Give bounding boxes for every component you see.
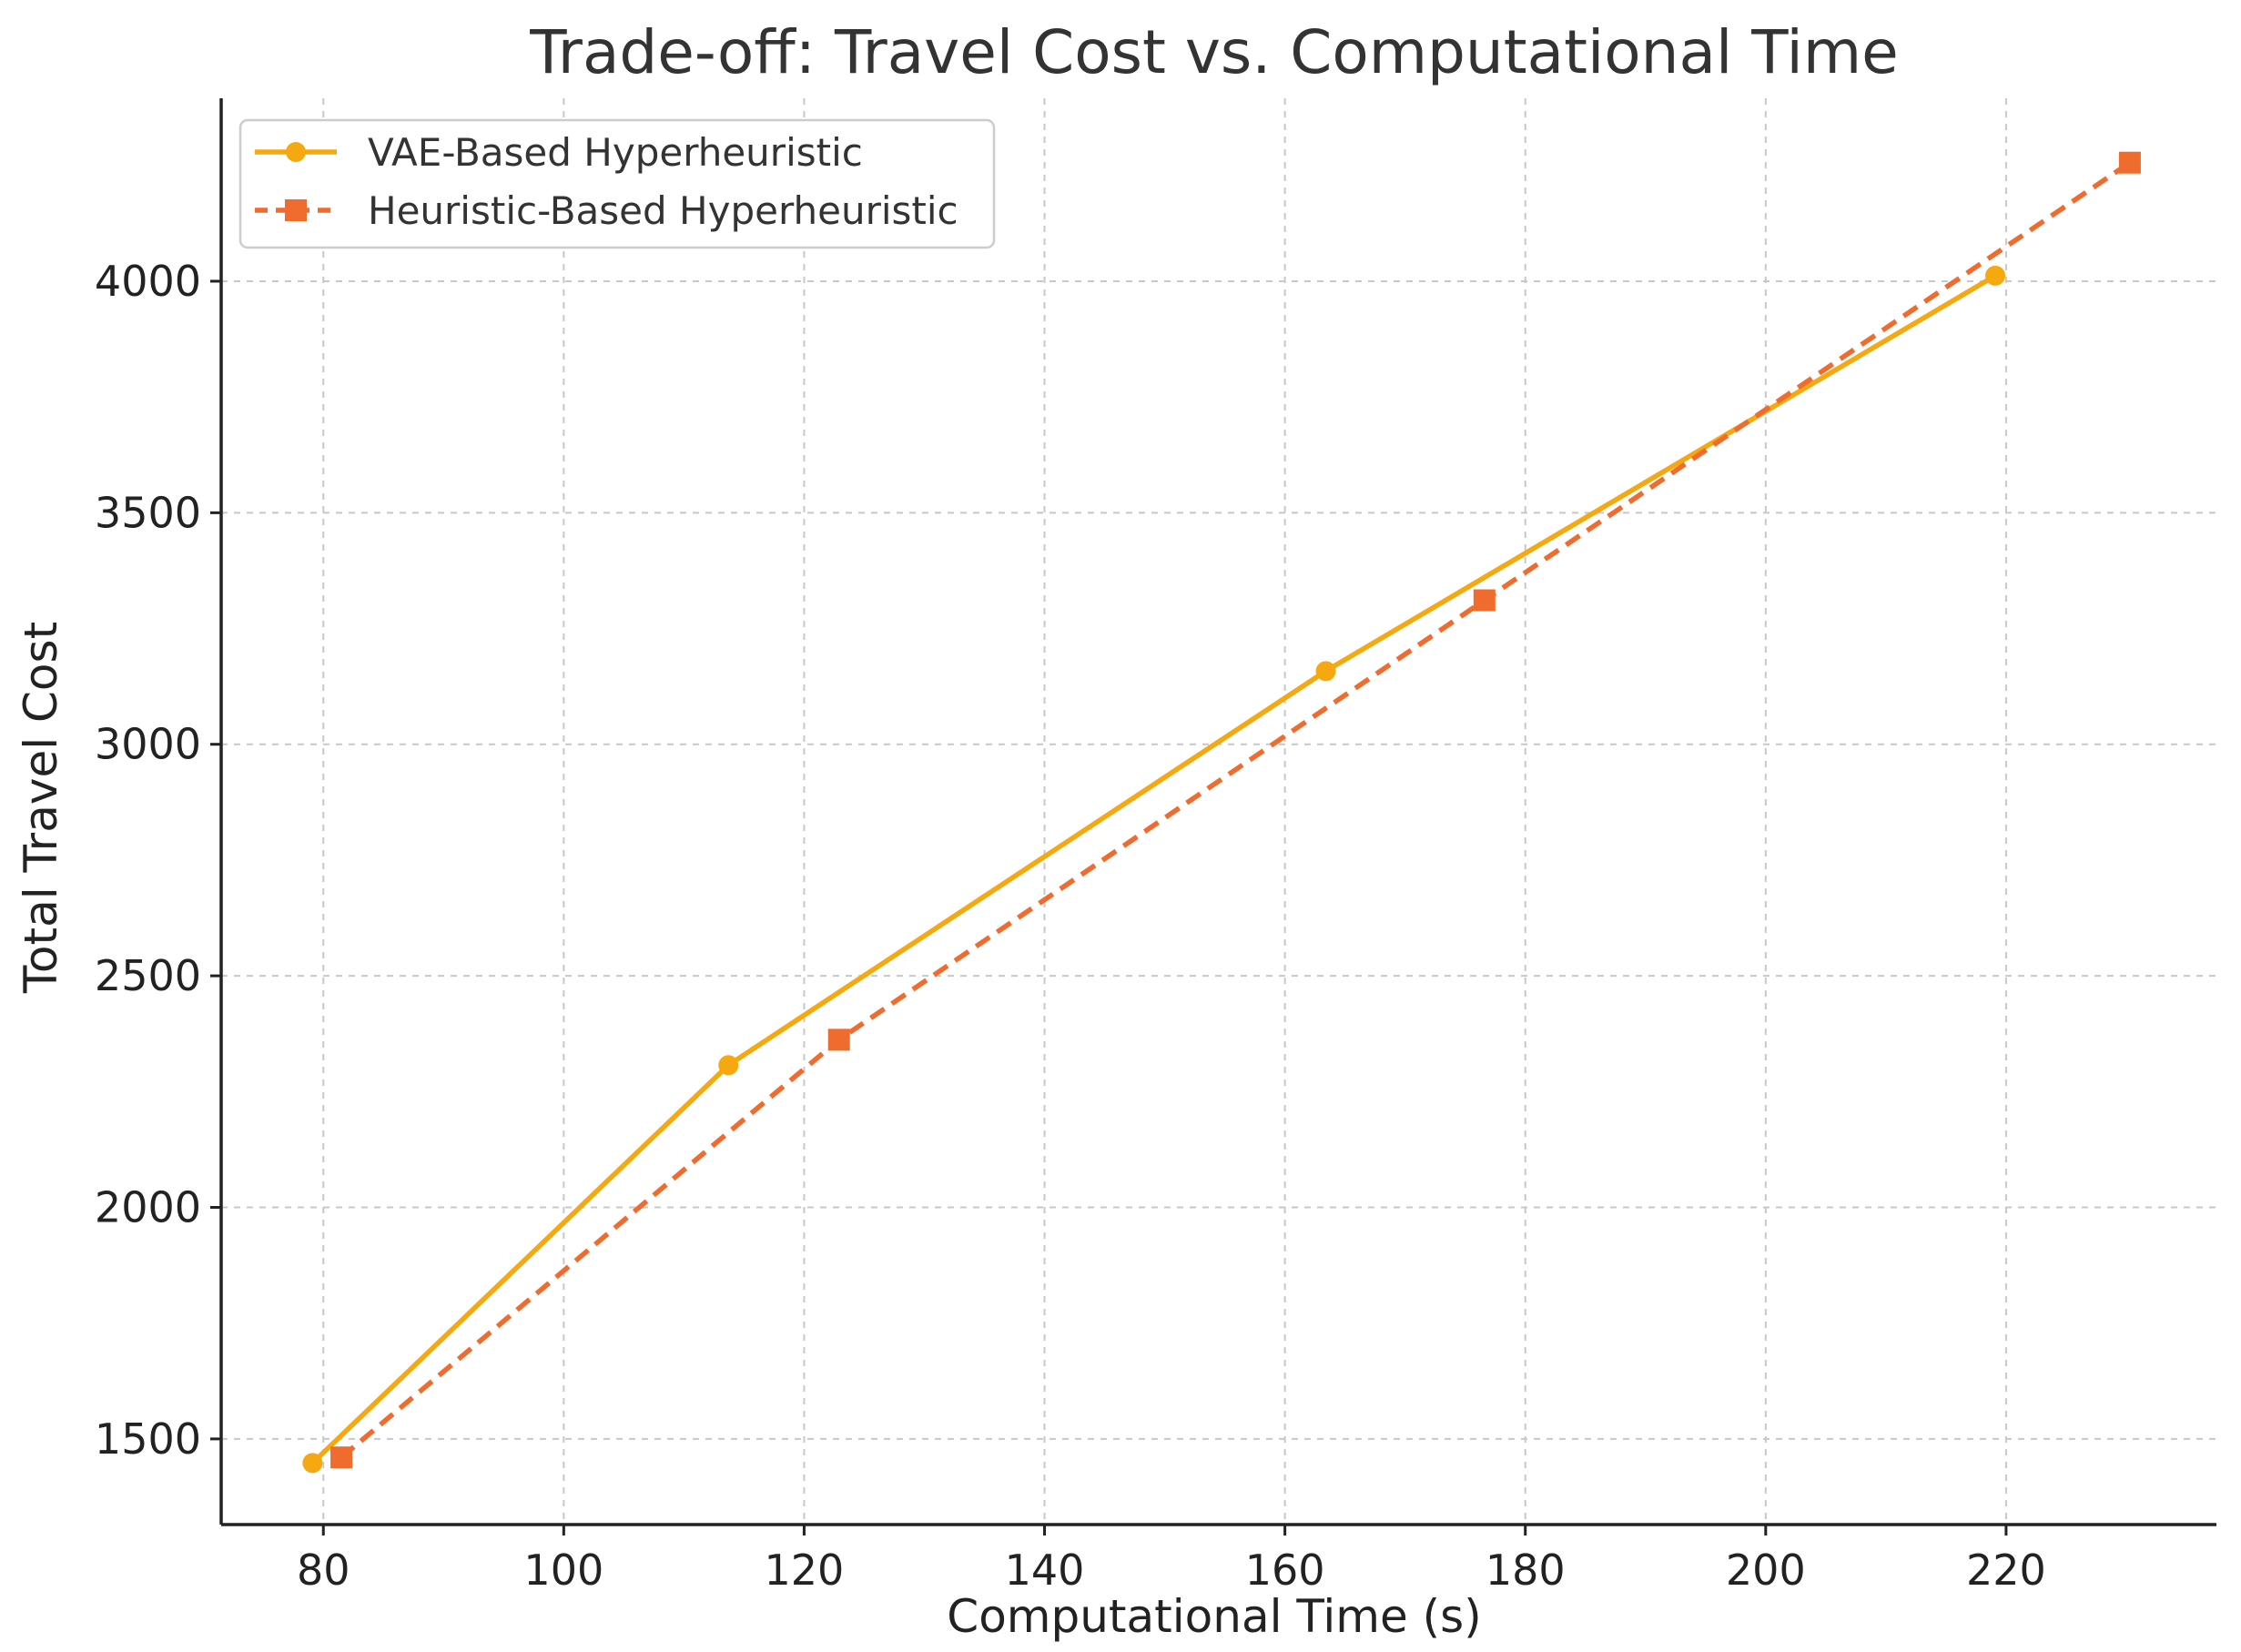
x-tick-label: 140 <box>1005 1546 1085 1595</box>
series-1 <box>302 265 2006 1474</box>
x-tick-label: 160 <box>1245 1546 1325 1595</box>
legend-marker <box>285 199 307 221</box>
y-tick-label: 4000 <box>95 257 201 306</box>
x-axis-label: Computational Time (s) <box>947 1590 1481 1643</box>
data-point <box>1473 589 1496 612</box>
y-tick-label: 3000 <box>95 720 201 769</box>
chart-title: Trade-off: Travel Cost vs. Computational… <box>529 17 1899 87</box>
legend-entry: Heuristic-Based Hyperheuristic <box>255 188 958 233</box>
legend-box <box>238 118 996 249</box>
y-axis-label: Total Travel Cost <box>15 622 67 994</box>
legend: VAE-Based Hyperheuristic Heuristic-Based … <box>238 118 996 249</box>
legend-entry: VAE-Based Hyperheuristic <box>255 130 863 175</box>
data-point <box>827 1029 850 1051</box>
legend-label: VAE-Based Hyperheuristic <box>368 130 863 175</box>
series-2 <box>330 151 2141 1469</box>
y-tick-label: 2000 <box>95 1182 201 1231</box>
x-tick-label: 220 <box>1966 1546 2046 1595</box>
x-tick-label: 120 <box>765 1546 845 1595</box>
legend-entries: VAE-Based Hyperheuristic Heuristic-Based … <box>255 130 958 233</box>
series-line <box>310 273 1997 1465</box>
data-point <box>302 1453 323 1474</box>
data-point <box>2118 151 2141 174</box>
data-point <box>1985 265 2006 286</box>
data-point <box>718 1055 739 1076</box>
x-tick-label: 80 <box>297 1546 350 1595</box>
y-tick-label: 3500 <box>95 488 201 537</box>
axes: 80 100 120 140 160 180 200 220 1500 2000 2500 3000 3… <box>95 98 2216 1595</box>
x-tick-label: 100 <box>523 1546 603 1595</box>
x-tick-label: 200 <box>1726 1546 1806 1595</box>
grid <box>221 98 2216 1525</box>
x-tick-label: 180 <box>1486 1546 1566 1595</box>
data-point <box>1315 661 1336 682</box>
y-tick-label: 1500 <box>95 1414 201 1464</box>
plot-series <box>302 151 2141 1474</box>
legend-label: Heuristic-Based Hyperheuristic <box>368 188 958 233</box>
y-tick-label: 2500 <box>95 951 201 1000</box>
series-line <box>340 160 2132 1460</box>
data-point <box>330 1446 353 1469</box>
legend-marker <box>286 142 306 162</box>
